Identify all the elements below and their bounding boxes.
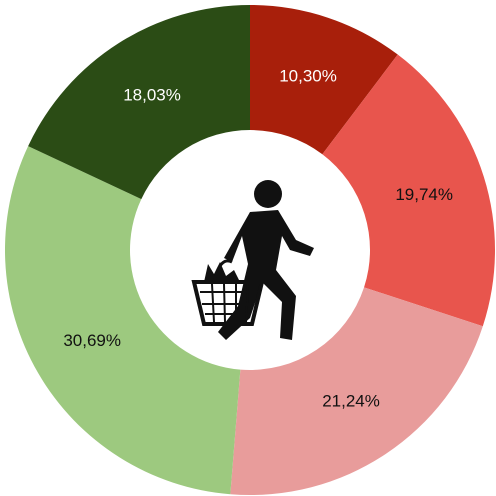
value-label: 18,03% <box>123 85 181 104</box>
value-label: 19,74% <box>395 185 453 204</box>
value-label: 21,24% <box>322 391 380 410</box>
slice <box>322 54 495 327</box>
slice <box>5 146 241 495</box>
slice <box>230 287 483 495</box>
shopper-icon <box>191 180 314 340</box>
value-label: 30,69% <box>63 331 121 350</box>
slice <box>28 5 250 200</box>
value-label: 10,30% <box>279 66 337 85</box>
slices <box>5 5 495 495</box>
slice <box>250 5 398 155</box>
